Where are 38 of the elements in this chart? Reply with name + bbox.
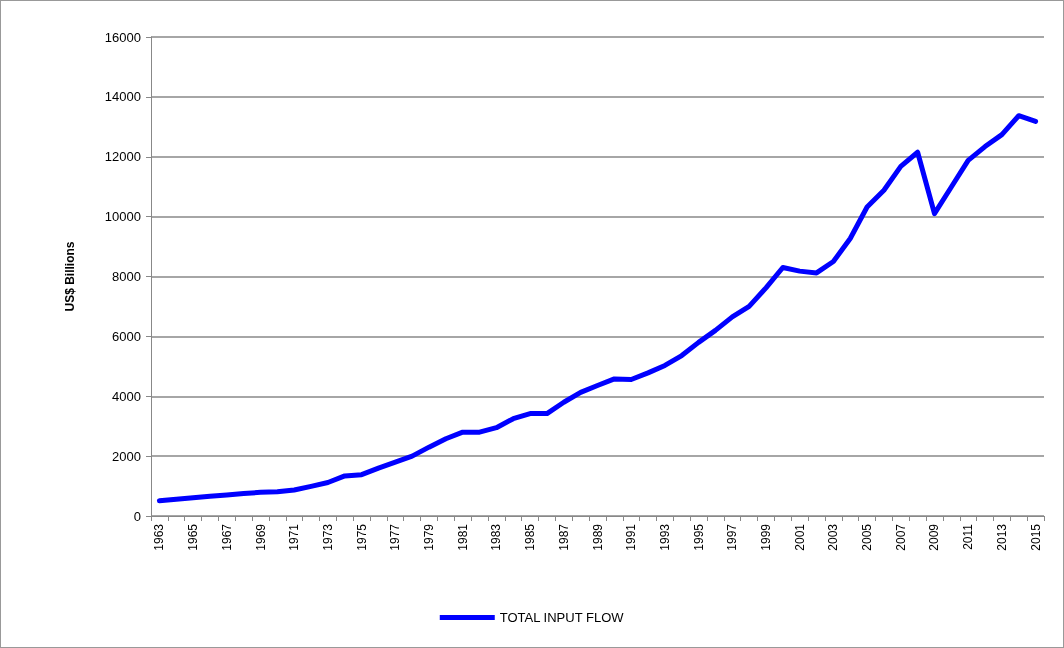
y-tick-label: 0 — [133, 508, 141, 524]
x-tick-label: 1973 — [320, 523, 335, 551]
x-tick-label: 1997 — [725, 523, 740, 551]
y-tick-label: 14000 — [104, 89, 141, 105]
y-tick-label: 4000 — [112, 388, 141, 404]
x-tick-label: 2013 — [994, 523, 1009, 551]
y-tick-label: 12000 — [104, 149, 141, 165]
y-tick-label: 8000 — [112, 269, 141, 284]
legend-label: TOTAL INPUT FLOW — [499, 610, 625, 625]
x-tick-label: 2001 — [792, 523, 807, 551]
x-tick-label: 1969 — [253, 523, 268, 551]
x-tick-label: 2011 — [961, 523, 976, 550]
x-tick-label: 2015 — [1028, 523, 1043, 551]
x-tick-label: 1985 — [523, 523, 538, 551]
x-tick-label: 1971 — [287, 523, 302, 551]
x-tick-label: 1965 — [186, 523, 201, 551]
y-tick-label: 2000 — [112, 448, 141, 464]
x-tick-label: 1967 — [219, 523, 234, 551]
x-tick-label: 1987 — [556, 523, 571, 551]
x-tick-label: 1975 — [354, 523, 369, 551]
x-tick-label: 2007 — [893, 523, 908, 551]
x-tick-label: 1981 — [455, 523, 470, 551]
y-tick-label: 10000 — [104, 209, 141, 225]
y-axis-title: US$ Billions — [63, 241, 77, 312]
x-tick-label: 2003 — [826, 523, 841, 551]
x-tick-label: 1963 — [152, 523, 167, 551]
y-tick-label: 6000 — [112, 328, 141, 344]
x-tick-label: 1983 — [489, 523, 504, 551]
x-tick-label: 2005 — [860, 523, 875, 551]
x-tick-label: 1993 — [657, 523, 672, 551]
x-tick-label: 1977 — [388, 523, 403, 551]
x-tick-label: 2009 — [927, 523, 942, 551]
x-tick-label: 1979 — [422, 523, 437, 551]
x-tick-label: 1991 — [624, 523, 639, 551]
x-tick-label: 1995 — [691, 523, 706, 551]
x-tick-label: 1989 — [590, 523, 605, 551]
x-tick-label: 1999 — [758, 523, 773, 551]
y-tick-label: 16000 — [104, 29, 141, 45]
